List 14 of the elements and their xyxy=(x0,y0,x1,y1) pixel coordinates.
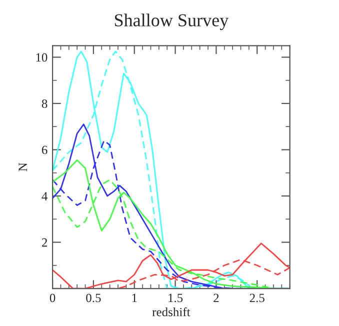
chart-title: Shallow Survey xyxy=(114,14,229,30)
x-tick-label: 2.5 xyxy=(250,294,264,302)
x-tick-label: 2 xyxy=(214,294,219,302)
y-tick-label: 8 xyxy=(42,99,48,108)
y-tick-label: 2 xyxy=(42,238,47,247)
y-tick-label: 10 xyxy=(36,53,48,62)
y-axis-title: N xyxy=(18,162,27,172)
x-tick-label: 1 xyxy=(132,294,137,302)
x-tick-label: 0 xyxy=(50,294,56,302)
y-tick-label: 4 xyxy=(42,192,48,200)
y-tick-label: 6 xyxy=(42,146,48,154)
x-tick-label: 0.5 xyxy=(86,294,101,302)
x-tick-label: 1.5 xyxy=(168,294,183,302)
x-axis-title: redshift xyxy=(152,307,190,316)
